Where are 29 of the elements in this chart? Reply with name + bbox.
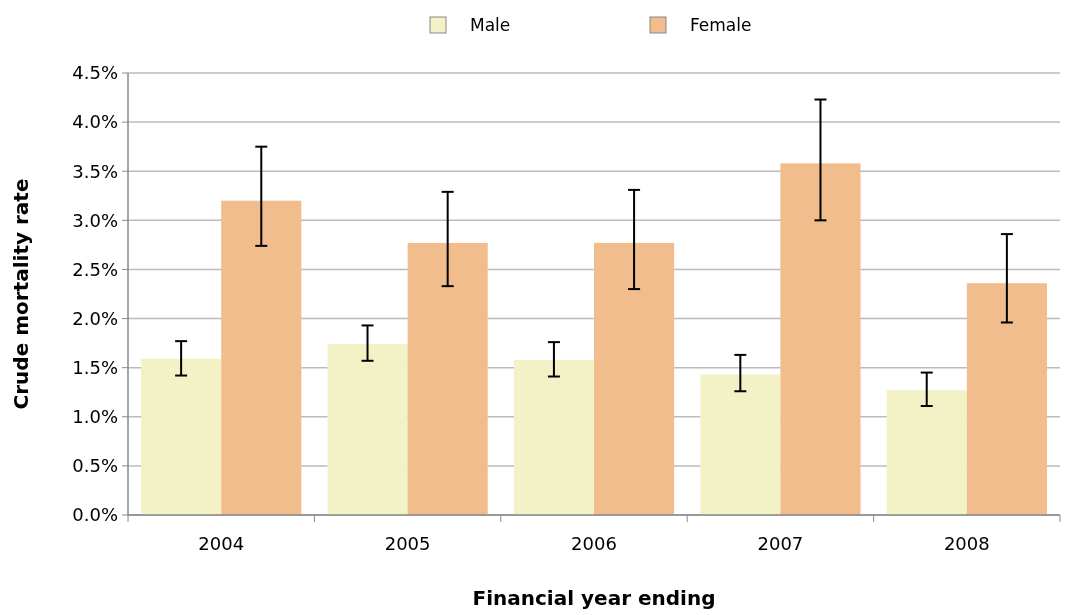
bar: [407, 242, 488, 515]
bar: [780, 163, 861, 515]
bar: [513, 359, 594, 515]
y-tick-label: 2.0%: [72, 307, 118, 329]
x-tick-label: 2004: [198, 533, 245, 554]
y-tick-label: 4.0%: [72, 111, 118, 133]
y-tick-label: 0.0%: [72, 504, 118, 526]
y-tick-label: 1.0%: [72, 406, 118, 428]
x-axis-title: Financial year ending: [472, 586, 716, 610]
legend-label: Female: [690, 14, 752, 35]
x-tick-label: 2007: [757, 533, 804, 554]
bar: [327, 344, 408, 515]
y-tick-label: 3.0%: [72, 209, 118, 231]
y-axis-title: Crude mortality rate: [9, 178, 33, 410]
y-tick-label: 0.5%: [72, 455, 118, 477]
bar: [966, 283, 1047, 515]
x-tick-label: 2008: [943, 533, 990, 554]
x-tick-label: 2006: [571, 533, 617, 554]
bar: [700, 374, 781, 515]
x-tick-label: 2005: [384, 533, 431, 554]
y-tick-label: 2.5%: [72, 258, 118, 280]
bar: [221, 200, 302, 515]
y-tick-label: 1.5%: [72, 356, 118, 378]
y-tick-label: 4.5%: [72, 62, 118, 84]
legend-label: Male: [470, 14, 511, 35]
bar: [594, 242, 675, 515]
bar: [141, 358, 222, 515]
bar: [886, 390, 967, 515]
y-tick-label: 3.5%: [72, 160, 118, 182]
